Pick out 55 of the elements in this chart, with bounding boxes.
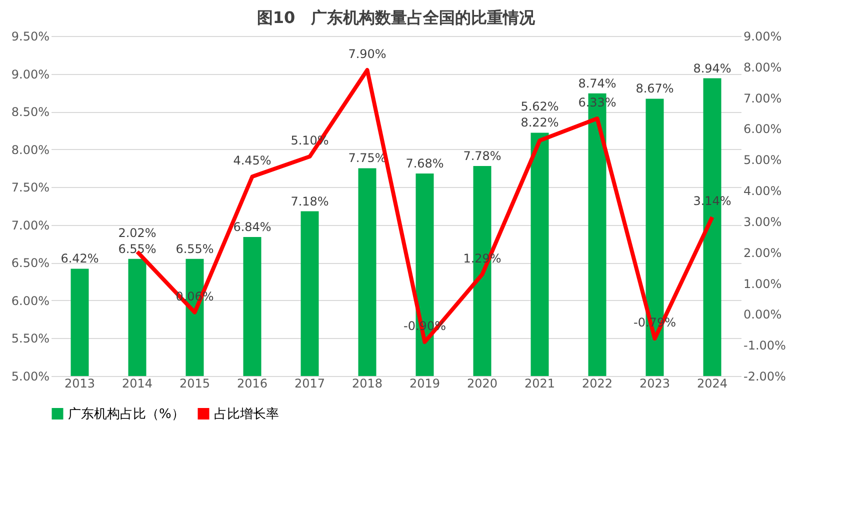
y2-tick-label: 5.00% xyxy=(744,153,782,168)
x-tick-label: 2022 xyxy=(582,376,613,390)
x-tick-label: 2013 xyxy=(64,376,96,390)
x-tick-label: 2024 xyxy=(696,376,728,390)
x-tick-label: 2021 xyxy=(524,376,556,390)
y2-tick-label: 8.00% xyxy=(744,60,782,74)
data-label: 6.55% xyxy=(118,242,156,256)
y2-tick-label: 0.00% xyxy=(744,308,782,322)
y-tick-label: 9.00% xyxy=(11,67,50,82)
data-label: 7.18% xyxy=(290,194,329,208)
y-tick-label: 8.50% xyxy=(11,105,50,120)
data-label: 2.02% xyxy=(118,226,156,240)
data-label: 8.74% xyxy=(578,76,616,90)
y-tick-label: 6.00% xyxy=(11,294,50,308)
y-tick-label: 5.00% xyxy=(11,370,50,384)
x-tick-label: 2017 xyxy=(294,376,326,390)
x-tick-label: 2023 xyxy=(639,376,670,390)
data-label: 7.90% xyxy=(348,47,386,61)
x-tick-label: 2020 xyxy=(466,376,498,390)
y2-tick-label: -1.00% xyxy=(744,338,786,353)
y2-tick-label: -2.00% xyxy=(744,370,786,384)
y2-tick-label: 7.00% xyxy=(744,91,782,106)
y-tick-label: 5.50% xyxy=(11,332,50,346)
data-label: 5.62% xyxy=(520,100,559,114)
data-label: 6.42% xyxy=(60,252,99,266)
data-label: 6.55% xyxy=(176,242,214,256)
data-label: 0.06% xyxy=(176,289,214,304)
y2-tick-label: 9.00% xyxy=(744,30,782,44)
legend-label: 广东机构占比（%） xyxy=(68,406,184,422)
chart-title: 图10 广东机构数量占全国的比重情况 xyxy=(256,8,536,27)
y-tick-label: 7.00% xyxy=(11,218,50,232)
x-tick-label: 2015 xyxy=(179,376,210,390)
legend-label: 占比增长率 xyxy=(214,406,279,422)
y2-tick-label: 6.00% xyxy=(744,122,782,136)
data-label: 6.84% xyxy=(233,220,272,234)
x-tick-label: 2018 xyxy=(352,376,383,390)
y2-tick-label: 4.00% xyxy=(744,184,782,198)
x-tick-label: 2014 xyxy=(122,376,153,390)
y-tick-label: 8.00% xyxy=(11,142,50,157)
y2-tick-label: 3.00% xyxy=(744,214,782,229)
data-label: 8.67% xyxy=(636,82,674,96)
data-label: 4.45% xyxy=(233,154,272,168)
y2-tick-label: 1.00% xyxy=(744,276,782,291)
data-label: 8.22% xyxy=(520,116,559,130)
data-label: 7.78% xyxy=(463,148,502,163)
y-tick-label: 9.50% xyxy=(11,30,50,44)
data-label: 8.94% xyxy=(693,61,732,76)
y-tick-label: 7.50% xyxy=(11,180,50,195)
y2-tick-label: 2.00% xyxy=(744,246,782,260)
data-label: 7.68% xyxy=(406,156,444,171)
data-label: 1.29% xyxy=(463,251,502,266)
x-tick-label: 2016 xyxy=(236,376,268,390)
x-tick-label: 2019 xyxy=(409,376,440,390)
data-label: -0.90% xyxy=(404,319,446,333)
y-tick-label: 6.50% xyxy=(11,256,50,270)
